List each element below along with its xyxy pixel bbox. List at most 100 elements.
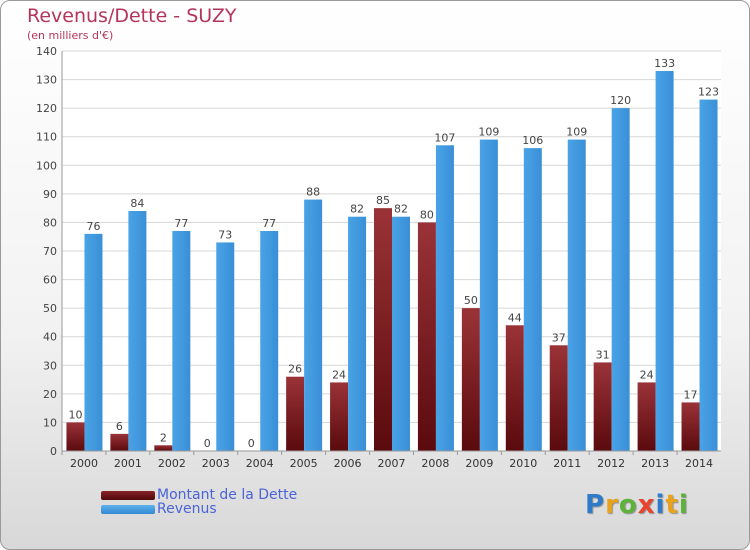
bar-revenue <box>699 99 718 452</box>
data-label-revenue: 84 <box>130 197 144 210</box>
bar-debt <box>593 362 612 451</box>
data-label-debt: 10 <box>68 408 82 421</box>
bar-debt <box>110 433 129 451</box>
bar-debt <box>549 345 568 451</box>
data-label-revenue: 107 <box>434 131 455 144</box>
bar-debt <box>417 222 436 451</box>
logo-letter: o <box>618 490 638 520</box>
bar-revenue <box>348 216 367 451</box>
bar-revenue <box>611 108 630 452</box>
bar-revenue <box>479 139 498 452</box>
y-tick-label: 70 <box>43 245 57 258</box>
bar-debt <box>154 445 173 451</box>
legend-swatch-revenue <box>101 504 155 514</box>
data-label-debt: 44 <box>508 311 522 324</box>
y-tick-label: 30 <box>43 359 57 372</box>
x-tick-label: 2006 <box>334 457 362 470</box>
y-tick-label: 110 <box>36 131 57 144</box>
y-tick-label: 90 <box>43 188 57 201</box>
legend-item-debt: Montant de la Dette <box>101 487 297 503</box>
data-label-revenue: 106 <box>522 134 543 147</box>
data-label-debt: 24 <box>332 368 346 381</box>
bar-debt <box>286 376 305 451</box>
logo-letter: P <box>585 490 606 520</box>
data-label-debt: 2 <box>160 431 167 444</box>
data-label-debt: 31 <box>596 348 610 361</box>
y-tick-label: 0 <box>50 445 57 458</box>
x-axis: 2000 2001 2002 2003 2004 2005 2006 2007 2008 2009… <box>61 450 721 470</box>
bar-debt <box>330 382 349 451</box>
y-tick-label: 60 <box>43 274 57 287</box>
y-tick-label: 40 <box>43 331 57 344</box>
bar-debt <box>505 325 524 451</box>
x-tick-label: 2014 <box>685 457 713 470</box>
data-label-revenue: 120 <box>610 94 631 107</box>
y-tick-label: 120 <box>36 102 57 115</box>
x-tick-label: 2007 <box>378 457 406 470</box>
data-label-revenue: 133 <box>654 57 675 70</box>
chart-subtitle: (en milliers d'€) <box>27 29 114 42</box>
x-tick-label: 2004 <box>246 457 274 470</box>
bar-revenue <box>172 231 191 451</box>
x-tick-label: 2010 <box>509 457 537 470</box>
bar-revenue <box>216 242 235 451</box>
bar-debt <box>681 402 700 451</box>
x-tick-label: 2005 <box>290 457 318 470</box>
logo-letter: x <box>637 490 656 520</box>
data-label-revenue: 109 <box>478 126 499 139</box>
data-label-revenue: 77 <box>174 217 188 230</box>
data-label-debt: 50 <box>464 294 478 307</box>
data-label-revenue: 77 <box>262 217 276 230</box>
x-tick-label: 2000 <box>70 457 98 470</box>
y-axis: 0 10 20 30 40 50 60 70 80 90 100 110 120 130 140 <box>36 45 63 458</box>
x-tick-label: 2012 <box>597 457 625 470</box>
bar-revenue <box>260 231 279 451</box>
bar-debt <box>66 422 85 451</box>
x-tick-label: 2001 <box>114 457 142 470</box>
legend-swatch-debt <box>101 490 155 500</box>
data-label-debt: 0 <box>204 437 211 450</box>
bar-debt <box>374 208 392 451</box>
data-label-debt: 26 <box>288 363 302 376</box>
y-tick-label: 10 <box>43 416 57 429</box>
data-label-revenue: 123 <box>698 86 719 99</box>
bar-revenue <box>523 148 542 451</box>
legend-label-debt: Montant de la Dette <box>157 487 298 503</box>
bar-debt <box>637 382 656 451</box>
data-label-revenue: 82 <box>394 203 408 216</box>
y-tick-label: 100 <box>36 159 57 172</box>
x-tick-label: 2002 <box>158 457 186 470</box>
legend-label-revenue: Revenus <box>157 501 217 517</box>
data-label-debt: 24 <box>640 368 654 381</box>
logo-letter: i <box>655 490 666 520</box>
y-tick-label: 20 <box>43 388 57 401</box>
logo-letter: r <box>605 490 619 520</box>
logo-letter: i <box>678 490 689 520</box>
bar-revenue <box>128 211 147 451</box>
x-tick-label: 2008 <box>421 457 449 470</box>
bar-revenue <box>304 199 323 451</box>
bar-revenue <box>392 216 410 451</box>
legend-item-revenue: Revenus <box>101 501 217 517</box>
data-label-debt: 37 <box>552 331 566 344</box>
data-label-revenue: 88 <box>306 186 320 199</box>
bar-revenue <box>435 145 454 452</box>
y-tick-label: 130 <box>36 74 57 87</box>
data-label-revenue: 82 <box>350 203 364 216</box>
data-label-debt: 85 <box>376 194 390 207</box>
logo-letter: t <box>665 490 679 520</box>
data-label-revenue: 109 <box>566 126 587 139</box>
x-tick-label: 2003 <box>202 457 230 470</box>
data-label-revenue: 73 <box>218 228 232 241</box>
data-label-debt: 17 <box>684 388 698 401</box>
bar-revenue <box>655 71 674 451</box>
bar-debt <box>461 308 480 451</box>
bar-revenue <box>567 139 586 452</box>
data-label-debt: 80 <box>420 208 434 221</box>
data-label-debt: 0 <box>248 437 255 450</box>
x-tick-label: 2011 <box>553 457 581 470</box>
y-tick-label: 50 <box>43 302 57 315</box>
bars: 10 76 6 84 2 77 0 73 0 77 26 88 24 82 85 82 80 107 50 109 44… <box>66 57 719 452</box>
